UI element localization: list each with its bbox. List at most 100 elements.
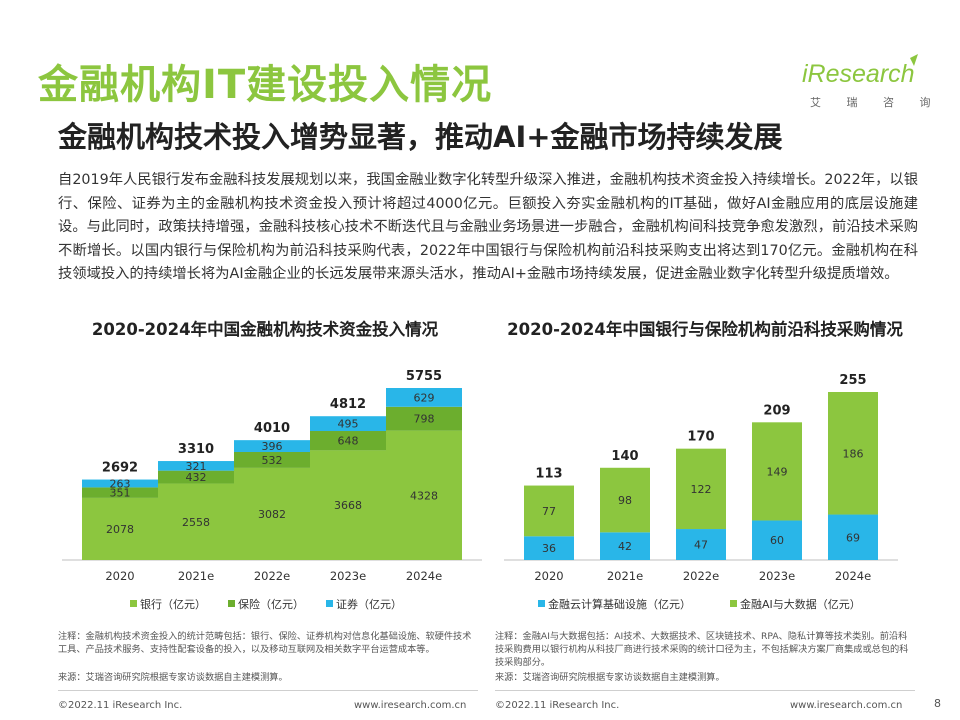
chart1-source: 来源：艾瑞咨询研究院根据专家访谈数据自主建模测算。	[58, 672, 288, 683]
chart2-x-tick-label: 2024e	[835, 569, 871, 583]
chart2-stacked-bar-chart: 36 77 113 2020 42 98 140 2021e 47 122 170 2022e 60 14…	[504, 373, 898, 611]
chart2-legend-swatch	[730, 600, 737, 607]
chart2-bar-2020-s0	[524, 536, 574, 560]
chart1-bar-2021e-s0	[158, 483, 234, 560]
page-title: 金融机构IT建设投入情况	[38, 62, 493, 108]
chart1-value-label: 396	[262, 440, 283, 453]
chart1-bar-2021e-s1	[158, 470, 234, 484]
chart2-value-label: 69	[846, 531, 860, 544]
footer-copyright-left: ©2022.11 iResearch Inc.	[58, 700, 183, 711]
chart2-value-label: 36	[542, 542, 556, 555]
iresearch-logo: iResearch 艾 瑞 咨 询	[790, 52, 931, 112]
chart1-bar-2023e-s2	[310, 416, 386, 432]
chart1-value-label: 321	[186, 460, 207, 473]
chart2-value-label: 42	[618, 540, 632, 553]
chart1-bar-2021e-s2	[158, 461, 234, 471]
chart2-total-label: 140	[611, 449, 638, 464]
intro-paragraph: 自2019年人民银行发布金融科技发展规划以来，我国金融业数字化转型升级深入推进，…	[58, 172, 918, 282]
chart2-bar-2020-s1	[524, 485, 574, 537]
chart2-value-label: 77	[542, 505, 556, 518]
chart2-legend-label: 金融云计算基础设施（亿元）	[548, 597, 691, 611]
chart1-value-label: 432	[186, 471, 207, 484]
chart1-value-label: 798	[414, 413, 435, 426]
chart1-note: 注释：金融机构技术资金投入的统计范畴包括：银行、保险、证券机构对信息化基础设施、…	[58, 631, 472, 655]
logo-chinese-name: 艾 瑞 咨 询	[810, 96, 942, 109]
chart2-bar-2022e-s0	[676, 529, 726, 560]
footer-divider-left	[58, 690, 478, 691]
chart2-bar-2021e-s1	[600, 467, 650, 533]
chart2-total-label: 170	[687, 430, 714, 445]
chart1-title: 2020-2024年中国金融机构技术资金投入情况	[91, 320, 439, 339]
chart1-legend-swatch	[228, 600, 235, 607]
chart2-source: 来源：艾瑞咨询研究院根据专家访谈数据自主建模测算。	[495, 672, 725, 683]
chart2-value-label: 98	[618, 494, 632, 507]
chart2-value-label: 149	[767, 465, 788, 478]
chart2-total-label: 255	[839, 373, 866, 388]
footer-url-left[interactable]: www.iresearch.com.cn	[354, 700, 467, 711]
chart1-total-label: 5755	[406, 369, 442, 384]
chart1-bar-2024e-s2	[386, 388, 462, 407]
footer-divider-right	[495, 690, 915, 691]
chart1-bar-2022e-s0	[234, 467, 310, 560]
chart1-bar-2022e-s2	[234, 440, 310, 452]
chart1-x-tick-label: 2022e	[254, 569, 290, 583]
chart1-value-label: 495	[338, 418, 359, 431]
footer-copyright-right: ©2022.11 iResearch Inc.	[495, 700, 620, 711]
footer-url-right[interactable]: www.iresearch.com.cn	[790, 700, 903, 711]
chart2-title: 2020-2024年中国银行与保险机构前沿科技采购情况	[507, 320, 903, 339]
chart2-note: 注释：金融AI与大数据包括：AI技术、大数据技术、区块链技术、RPA、隐私计算等…	[495, 631, 909, 668]
chart1-value-label: 3082	[258, 508, 286, 521]
chart2-x-tick-label: 2020	[534, 569, 563, 583]
chart1-total-label: 2692	[102, 461, 138, 476]
chart1-x-tick-label: 2020	[105, 569, 134, 583]
chart2-legend-label: 金融AI与大数据（亿元）	[740, 597, 861, 611]
chart1-value-label: 351	[110, 487, 131, 500]
chart2-value-label: 122	[691, 483, 712, 496]
chart1-value-label: 263	[110, 477, 131, 490]
chart2-bar-2023e-s1	[752, 422, 802, 521]
chart1-bar-2020-s0	[82, 497, 158, 560]
chart2-total-label: 113	[535, 467, 562, 482]
chart2-bar-2021e-s0	[600, 532, 650, 560]
chart1-x-tick-label: 2021e	[178, 569, 214, 583]
chart1-legend-swatch	[130, 600, 137, 607]
logo-leaf-icon	[910, 54, 918, 66]
chart1-x-tick-label: 2024e	[406, 569, 442, 583]
chart1-x-tick-label: 2023e	[330, 569, 366, 583]
chart1-legend-label: 保险（亿元）	[238, 597, 304, 611]
page-subtitle: 金融机构技术投入增势显著，推动AI+金融市场持续发展	[58, 120, 783, 154]
chart1-value-label: 2558	[182, 516, 210, 529]
chart2-x-tick-label: 2021e	[607, 569, 643, 583]
chart1-total-label: 4010	[254, 421, 290, 436]
chart1-value-label: 629	[414, 391, 435, 404]
chart2-value-label: 60	[770, 534, 784, 547]
chart1-value-label: 2078	[106, 523, 134, 536]
chart1-bar-2020-s1	[82, 487, 158, 498]
chart2-total-label: 209	[763, 403, 790, 418]
chart2-bar-2024e-s1	[828, 392, 878, 515]
chart2-value-label: 186	[843, 447, 864, 460]
chart1-value-label: 648	[338, 435, 359, 448]
chart1-legend-label: 证券（亿元）	[336, 597, 402, 611]
chart1-bar-2024e-s0	[386, 430, 462, 560]
chart2-bar-2024e-s0	[828, 514, 878, 560]
chart2-x-tick-label: 2022e	[683, 569, 719, 583]
chart1-total-label: 4812	[330, 397, 366, 412]
chart1-bar-2022e-s1	[234, 451, 310, 468]
chart1-bar-2020-s2	[82, 479, 158, 488]
page-number: 8	[934, 697, 941, 710]
chart1-bar-2023e-s0	[310, 450, 386, 560]
chart1-bar-2023e-s1	[310, 431, 386, 451]
chart1-value-label: 3668	[334, 499, 362, 512]
logo-wordmark: iResearch	[802, 60, 915, 88]
chart2-value-label: 47	[694, 539, 708, 552]
chart1-value-label: 532	[262, 454, 283, 467]
chart2-bar-2022e-s1	[676, 448, 726, 530]
chart1-legend-swatch	[326, 600, 333, 607]
chart1-bar-2024e-s1	[386, 406, 462, 431]
chart1-value-label: 4328	[410, 489, 438, 502]
chart1-total-label: 3310	[178, 442, 214, 457]
chart1-legend-label: 银行（亿元）	[140, 597, 206, 611]
chart2-bar-2023e-s0	[752, 520, 802, 560]
